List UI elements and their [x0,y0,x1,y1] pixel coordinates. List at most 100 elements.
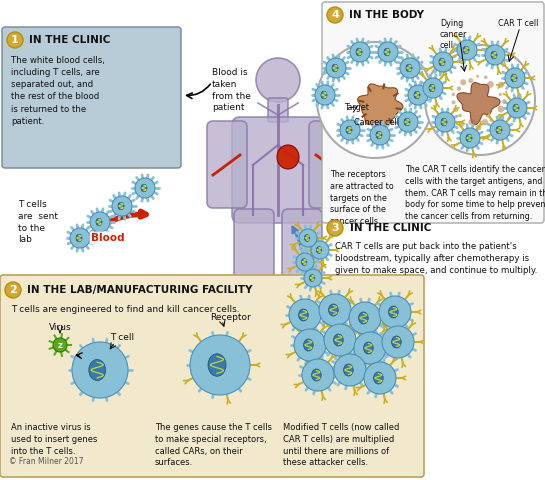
Circle shape [468,78,473,83]
Circle shape [433,52,453,72]
Circle shape [498,106,504,112]
Ellipse shape [491,51,497,59]
FancyBboxPatch shape [234,209,274,331]
FancyBboxPatch shape [282,209,322,331]
Ellipse shape [317,247,322,253]
Circle shape [317,42,433,158]
Ellipse shape [334,334,343,346]
Circle shape [379,296,411,328]
Circle shape [400,58,420,78]
Text: IN THE CLINIC: IN THE CLINIC [350,223,432,233]
Circle shape [354,332,386,364]
Circle shape [70,228,90,248]
Ellipse shape [76,234,82,242]
Text: Blood: Blood [91,233,125,243]
Circle shape [505,68,525,88]
Circle shape [482,119,488,126]
Ellipse shape [343,364,353,376]
Circle shape [327,220,343,236]
Ellipse shape [329,304,338,316]
Ellipse shape [429,84,435,92]
FancyBboxPatch shape [268,98,288,122]
Circle shape [475,125,481,131]
Ellipse shape [208,354,226,376]
Ellipse shape [463,46,469,54]
Circle shape [190,335,250,395]
Circle shape [423,78,443,98]
Circle shape [458,114,462,117]
Circle shape [398,112,418,132]
Polygon shape [457,83,500,125]
Text: The white blood cells,
including T cells, are
separated out, and
the rest of the: The white blood cells, including T cells… [11,56,105,126]
Circle shape [364,362,396,394]
Circle shape [90,212,110,232]
Ellipse shape [496,126,502,134]
Circle shape [497,115,502,120]
Text: Receptor: Receptor [210,312,251,322]
Circle shape [484,75,487,79]
Circle shape [435,112,455,132]
Text: T cells are engineered to find and kill cancer cells.: T cells are engineered to find and kill … [11,305,240,314]
Circle shape [324,324,356,356]
Ellipse shape [356,48,362,56]
Text: IN THE LAB/MANUFACTURING FACILITY: IN THE LAB/MANUFACTURING FACILITY [27,285,252,295]
Circle shape [451,100,456,105]
Text: z: z [58,340,63,349]
Circle shape [289,299,321,331]
Text: CAR T cell: CAR T cell [498,19,538,28]
Text: 2: 2 [9,285,17,295]
Ellipse shape [310,275,315,281]
Ellipse shape [513,104,519,112]
Text: CAR T cells are put back into the patient's
bloodstream, typically after chemoth: CAR T cells are put back into the patien… [335,242,537,275]
Text: The CAR T cells identify the cancer
cells with the target antigens, and kill
the: The CAR T cells identify the cancer cell… [405,165,545,221]
Text: The genes cause the T cells
to make special receptors,
called CARs, on their
sur: The genes cause the T cells to make spec… [155,423,272,468]
Circle shape [112,196,132,216]
Text: 4: 4 [331,10,339,20]
Circle shape [370,125,390,145]
Circle shape [299,229,317,247]
Ellipse shape [392,336,401,348]
Ellipse shape [321,91,327,99]
Ellipse shape [384,48,390,56]
Circle shape [302,359,334,391]
Ellipse shape [376,131,382,139]
Ellipse shape [277,145,299,169]
Circle shape [457,86,461,91]
Text: IN THE CLINIC: IN THE CLINIC [29,35,111,45]
Circle shape [340,120,360,140]
Text: IN THE BODY: IN THE BODY [349,10,424,20]
Text: Blood is
taken
from the
patient: Blood is taken from the patient [212,68,251,112]
Ellipse shape [312,369,321,381]
Polygon shape [358,84,403,128]
Circle shape [5,282,21,298]
Ellipse shape [406,64,412,72]
Ellipse shape [439,58,445,66]
Circle shape [350,42,370,62]
Text: Target: Target [344,104,369,112]
Ellipse shape [96,218,102,226]
Circle shape [72,342,128,398]
Circle shape [485,45,505,65]
Text: The receptors
are attracted to
targets on the
surface of the
cancer cells.: The receptors are attracted to targets o… [330,170,393,226]
Text: 1: 1 [11,35,19,45]
Ellipse shape [118,202,124,210]
Circle shape [304,269,322,287]
Ellipse shape [511,74,517,82]
Circle shape [408,85,428,105]
Circle shape [460,79,467,85]
Text: Modified T cells (now called
CAR T cells) are multiplied
until there are million: Modified T cells (now called CAR T cells… [283,423,399,468]
Circle shape [487,81,494,88]
Circle shape [468,119,475,126]
Ellipse shape [441,118,447,126]
Circle shape [326,58,346,78]
Circle shape [296,253,314,271]
Text: Cancer cell: Cancer cell [354,118,398,127]
Circle shape [498,82,504,88]
FancyBboxPatch shape [322,2,544,223]
Ellipse shape [305,235,310,241]
Ellipse shape [89,360,106,381]
Text: © Fran Milner 2017: © Fran Milner 2017 [9,457,83,466]
FancyBboxPatch shape [207,121,247,208]
Circle shape [53,338,67,352]
Ellipse shape [346,126,352,134]
